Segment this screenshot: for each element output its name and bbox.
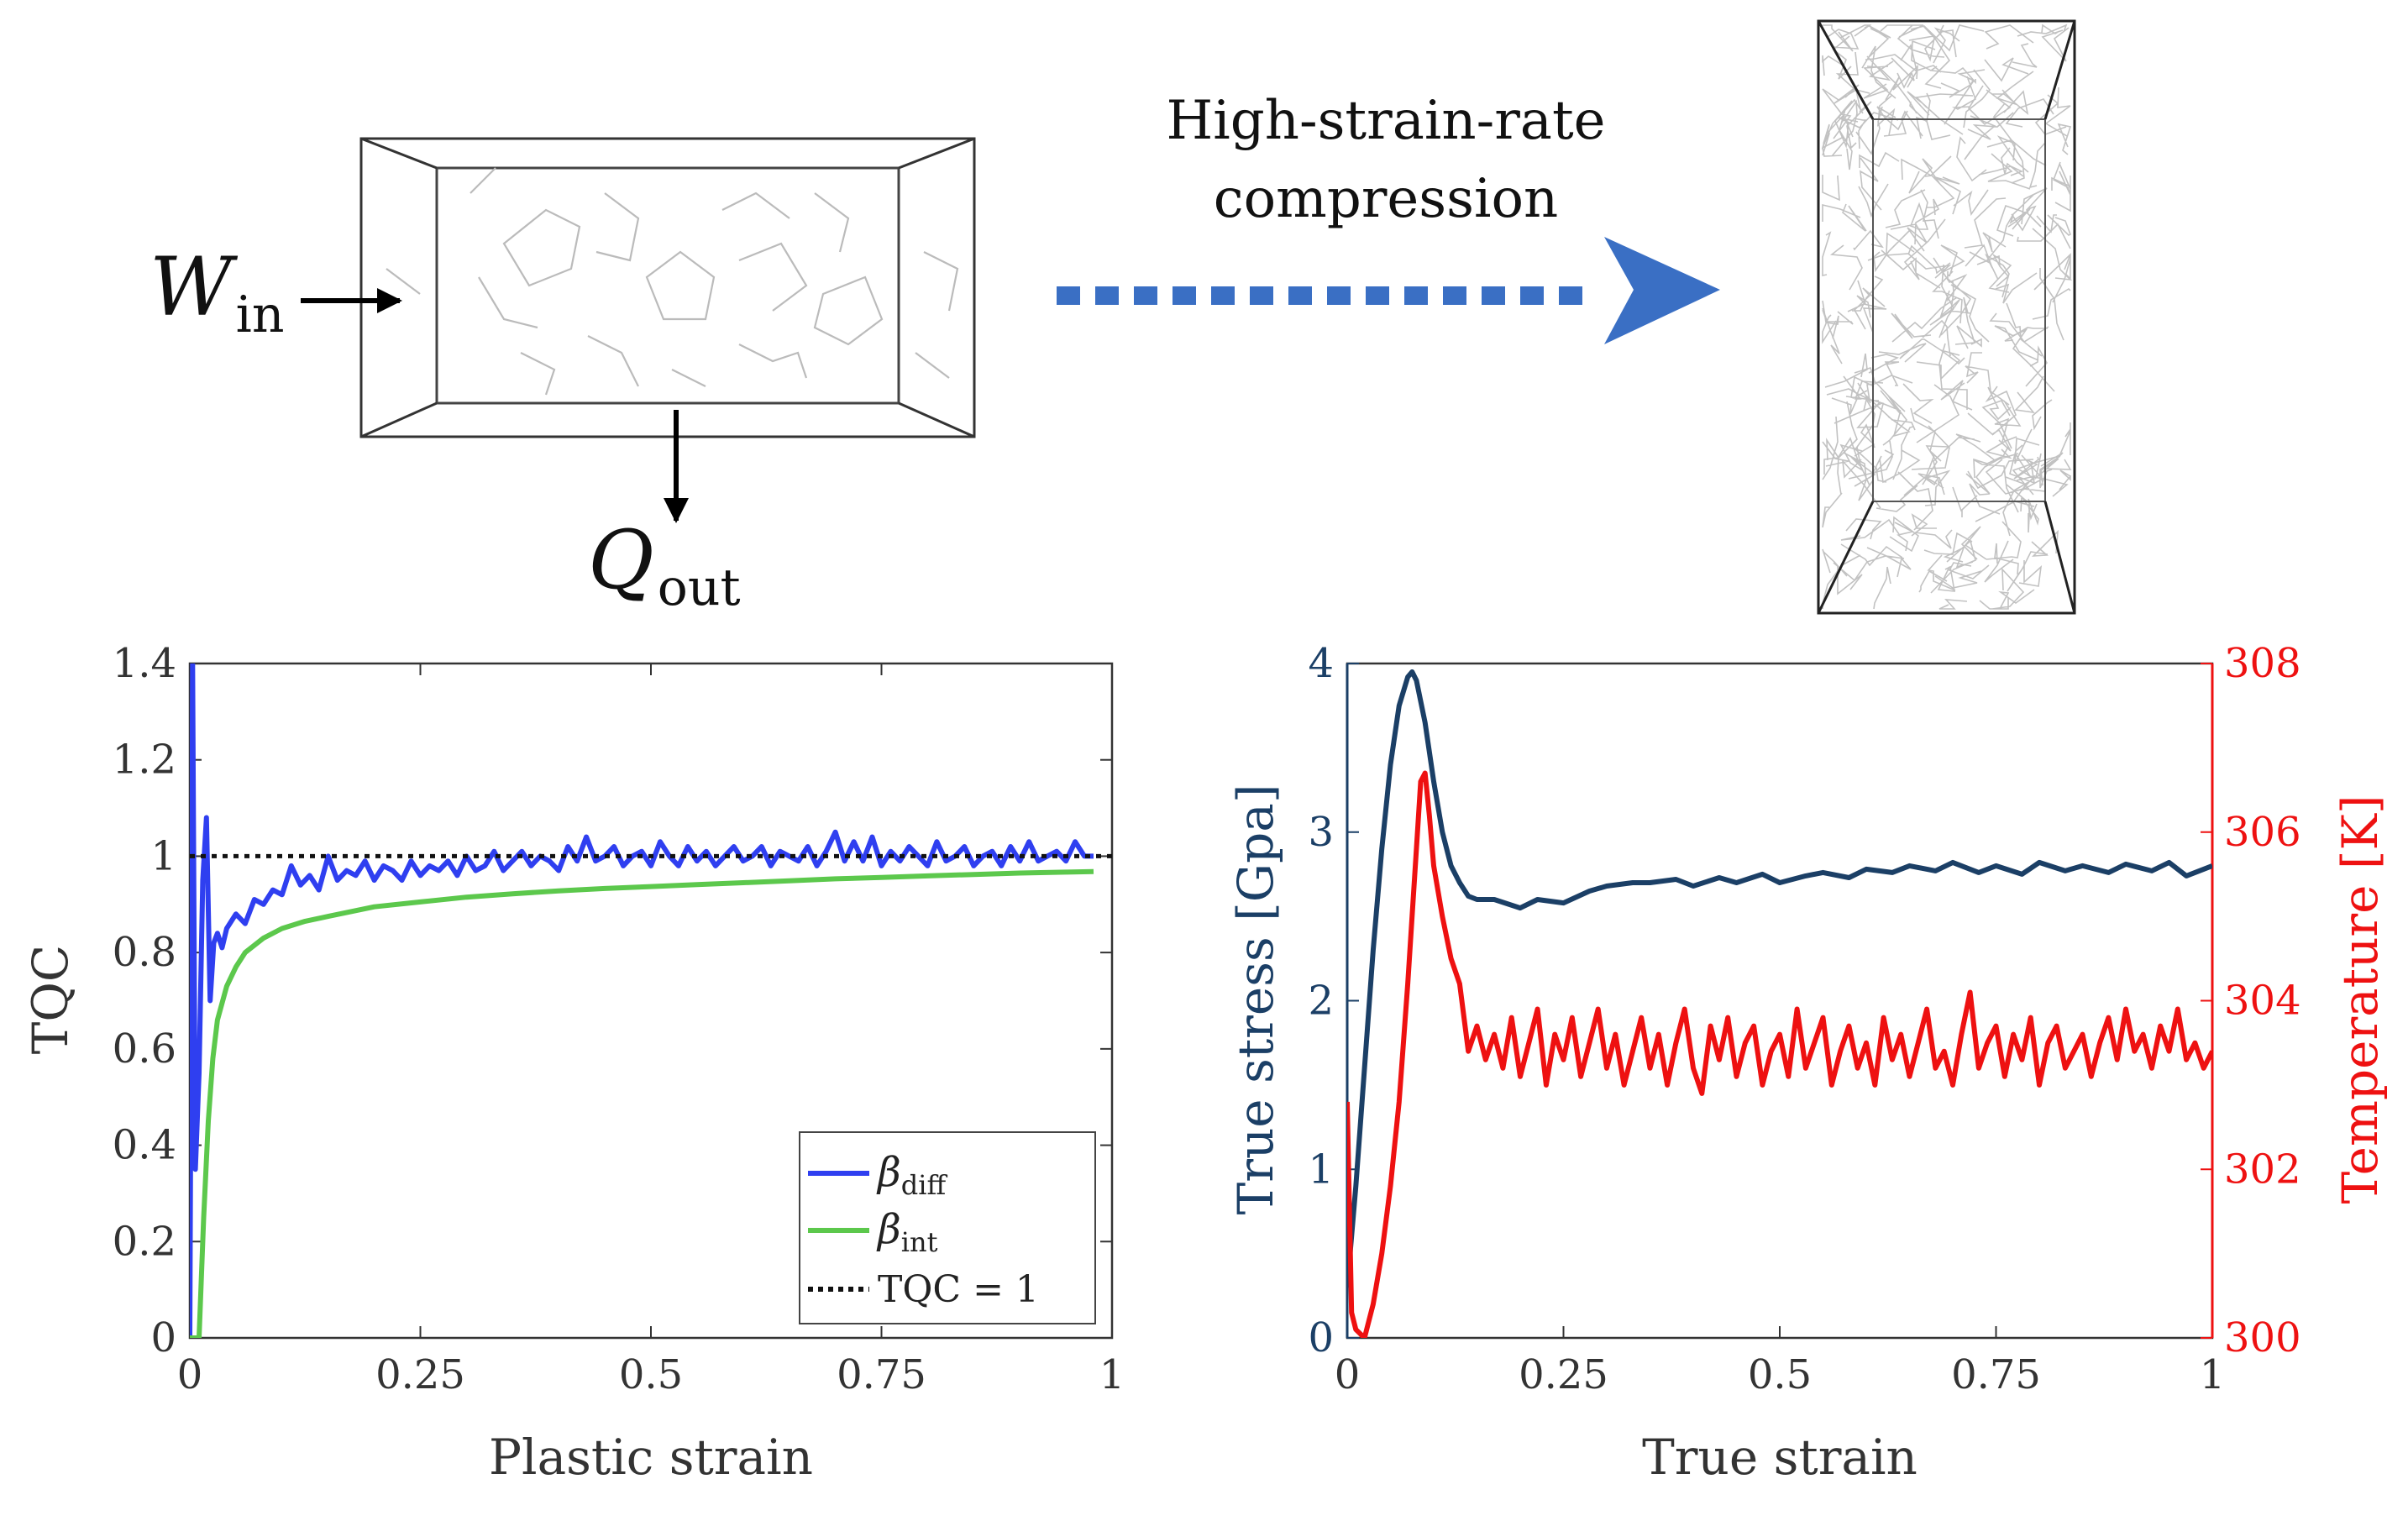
st-ylabel-right: Temperature [K] — [2332, 795, 2389, 1204]
st-ytick-label-left: 1 — [1308, 1146, 1334, 1193]
tqc-series-group — [190, 663, 1112, 1338]
st-plot-frame — [1346, 662, 2214, 1340]
tqc-ytick-label: 0.6 — [113, 1025, 176, 1073]
st-axes: 0 0.25 0.5 0.75 1 0 1 2 3 4 300 302 304 306 308 — [1308, 640, 2300, 1398]
st-ytick-label-right: 308 — [2224, 640, 2301, 687]
tqc-ytick-label: 1.2 — [113, 737, 176, 784]
tqc-ytick-label: 0 — [150, 1314, 176, 1361]
tqc-ytick-label: 1.4 — [113, 640, 176, 687]
tqc-legend[interactable]: βdiff βint TQC = 1 — [799, 1131, 1096, 1324]
tqc-ytick-label: 0.4 — [113, 1122, 176, 1169]
st-ytick-label-left: 4 — [1308, 640, 1334, 687]
st-line-temperature — [1347, 770, 2212, 1338]
legend-label-beta-diff: βdiff — [876, 1149, 947, 1201]
tqc-xlabel: Plastic strain — [489, 1429, 813, 1486]
stress-temperature-chart: 0 0.25 0.5 0.75 1 0 1 2 3 4 300 302 304 306 308 True s… — [1227, 640, 2389, 1486]
st-ytick-label-right: 306 — [2224, 809, 2301, 856]
st-ytick-label-right: 300 — [2224, 1314, 2301, 1361]
tqc-xtick-label: 0.25 — [375, 1351, 465, 1398]
tqc-line-beta-int — [190, 868, 1094, 1338]
work-in-label: Win — [150, 240, 285, 344]
st-ytick-label-left: 3 — [1308, 809, 1334, 856]
tqc-axes: 0 0.25 0.5 0.75 1 0 0.2 0.4 0.6 0.8 1 1.2 1.4 — [113, 640, 1125, 1398]
tqc-xtick-label: 0.75 — [837, 1351, 926, 1398]
sample-box-after — [1817, 19, 2076, 615]
tqc-xtick-label: 0 — [177, 1351, 203, 1398]
st-xtick-label: 0.75 — [1951, 1351, 2041, 1398]
process-label-line1: High-strain-rate — [1166, 90, 1605, 152]
tqc-ytick-label: 0.8 — [113, 929, 176, 976]
st-ylabel-left: True stress [Gpa] — [1227, 784, 1284, 1215]
sample-structure-after — [1821, 24, 2073, 610]
st-xtick-label: 0 — [1335, 1351, 1361, 1398]
st-series-group — [1347, 669, 2212, 1338]
st-xtick-label: 0.25 — [1519, 1351, 1608, 1398]
sample-box-before — [359, 137, 976, 438]
dense-polymer-tangle — [1821, 24, 2073, 610]
tqc-ytick-label: 1 — [150, 832, 176, 879]
legend-label-tqc-1: TQC = 1 — [878, 1268, 1039, 1311]
tqc-ylabel: TQC — [22, 945, 79, 1055]
heat-out-label: Qout — [588, 513, 741, 617]
tqc-xtick-label: 1 — [1099, 1351, 1125, 1398]
st-ytick-label-right: 304 — [2224, 978, 2301, 1025]
tqc-xtick-label: 0.5 — [619, 1351, 683, 1398]
tqc-line-beta-diff — [190, 663, 1094, 1338]
st-xtick-label: 1 — [2200, 1351, 2226, 1398]
tqc-ytick-label: 0.2 — [113, 1218, 176, 1265]
st-xlabel: True strain — [1642, 1429, 1917, 1486]
st-ytick-label-right: 302 — [2224, 1146, 2301, 1193]
process-label-line2: compression — [1214, 168, 1558, 230]
st-ytick-label-left: 2 — [1308, 978, 1334, 1025]
st-line-true-stress — [1347, 669, 2212, 1288]
st-xtick-label: 0.5 — [1748, 1351, 1812, 1398]
st-ytick-label-left: 0 — [1308, 1314, 1334, 1361]
legend-label-beta-int: βint — [876, 1206, 938, 1258]
sample-structure-before — [386, 167, 959, 396]
tqc-chart: 0 0.25 0.5 0.75 1 0 0.2 0.4 0.6 0.8 1 1.2 1.4 Plasti… — [22, 640, 1125, 1486]
schematic: Win Qout High-strain-rate compression — [150, 19, 2076, 617]
process-arrow-head — [1604, 237, 1720, 344]
